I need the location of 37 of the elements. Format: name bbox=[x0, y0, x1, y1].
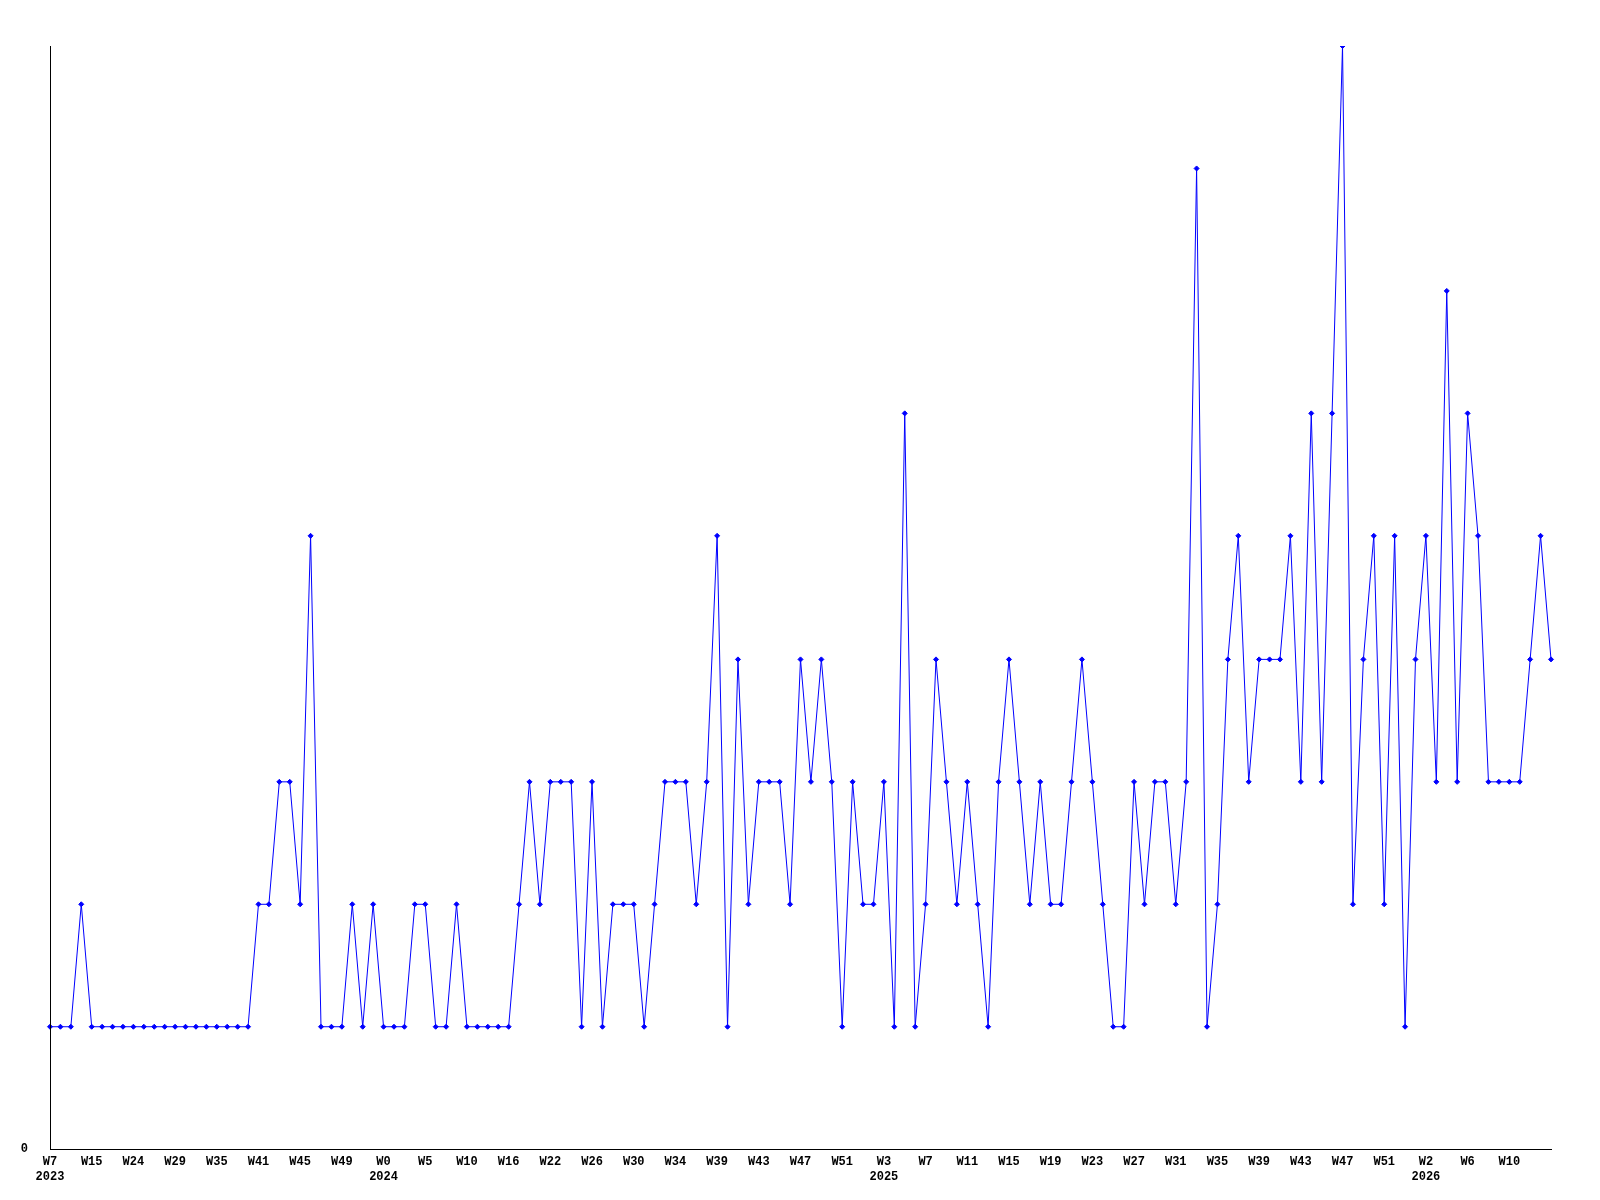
x-tick-label: W26 bbox=[581, 1155, 603, 1170]
x-tick-label: W43 bbox=[748, 1155, 770, 1170]
x-tick-label: W39 bbox=[706, 1155, 728, 1170]
x-tick-label: W41 bbox=[247, 1155, 270, 1170]
x-tick-label: W31 bbox=[1164, 1155, 1187, 1170]
x-tick-label: W45 bbox=[289, 1155, 311, 1170]
x-tick-label: W43 bbox=[1290, 1155, 1312, 1170]
x-tick-label: W47 bbox=[1331, 1155, 1354, 1170]
x-tick-label: W27 bbox=[1123, 1155, 1145, 1170]
x-tick-label: W5 bbox=[418, 1155, 433, 1170]
x-tick-label: W2 2026 bbox=[1411, 1155, 1441, 1184]
x-tick-label: W23 bbox=[1081, 1155, 1104, 1170]
x-tick-label: W7 2023 bbox=[35, 1155, 65, 1184]
text: 0 bbox=[20, 1142, 28, 1157]
x-tick-label: W19 bbox=[1039, 1155, 1062, 1170]
x-tick-label: W11 bbox=[956, 1155, 979, 1170]
x-tick-label: W10 bbox=[1498, 1155, 1521, 1170]
x-tick-label: W49 bbox=[331, 1155, 353, 1170]
x-tick-label: W6 bbox=[1460, 1155, 1475, 1170]
x-tick-label: W0 2024 bbox=[369, 1155, 398, 1184]
x-tick-label: W3 2025 bbox=[869, 1155, 899, 1184]
x-tick-label: W16 bbox=[497, 1155, 520, 1170]
x-tick-label: W47 bbox=[789, 1155, 812, 1170]
x-tick-label: W29 bbox=[164, 1155, 186, 1170]
x-tick-label: W34 bbox=[664, 1155, 687, 1170]
x-tick-label: W30 bbox=[622, 1155, 645, 1170]
x-tick-label: W22 bbox=[539, 1155, 562, 1170]
x-tick-label: W15 bbox=[80, 1155, 103, 1170]
x-tick-label: W35 bbox=[1206, 1155, 1229, 1170]
x-tick-label: W24 bbox=[122, 1155, 145, 1170]
x-tick-label: W35 bbox=[205, 1155, 228, 1170]
x-tick-label: W39 bbox=[1248, 1155, 1270, 1170]
x-tick-label: W15 bbox=[998, 1155, 1020, 1170]
x-tick-label: W51 bbox=[831, 1155, 853, 1170]
x-tick-label: W7 bbox=[918, 1155, 933, 1170]
x-tick-label: W51 bbox=[1373, 1155, 1396, 1170]
x-tick-label: W10 bbox=[456, 1155, 478, 1170]
